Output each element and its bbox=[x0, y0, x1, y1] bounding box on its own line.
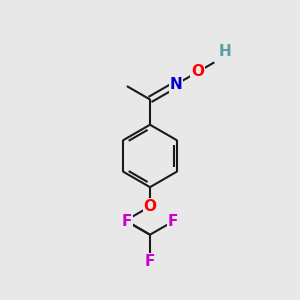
Text: F: F bbox=[145, 254, 155, 269]
Text: N: N bbox=[169, 77, 182, 92]
Text: F: F bbox=[168, 214, 178, 229]
Text: O: O bbox=[191, 64, 204, 80]
Text: F: F bbox=[122, 214, 132, 229]
Text: H: H bbox=[218, 44, 231, 59]
Text: O: O bbox=[143, 199, 157, 214]
